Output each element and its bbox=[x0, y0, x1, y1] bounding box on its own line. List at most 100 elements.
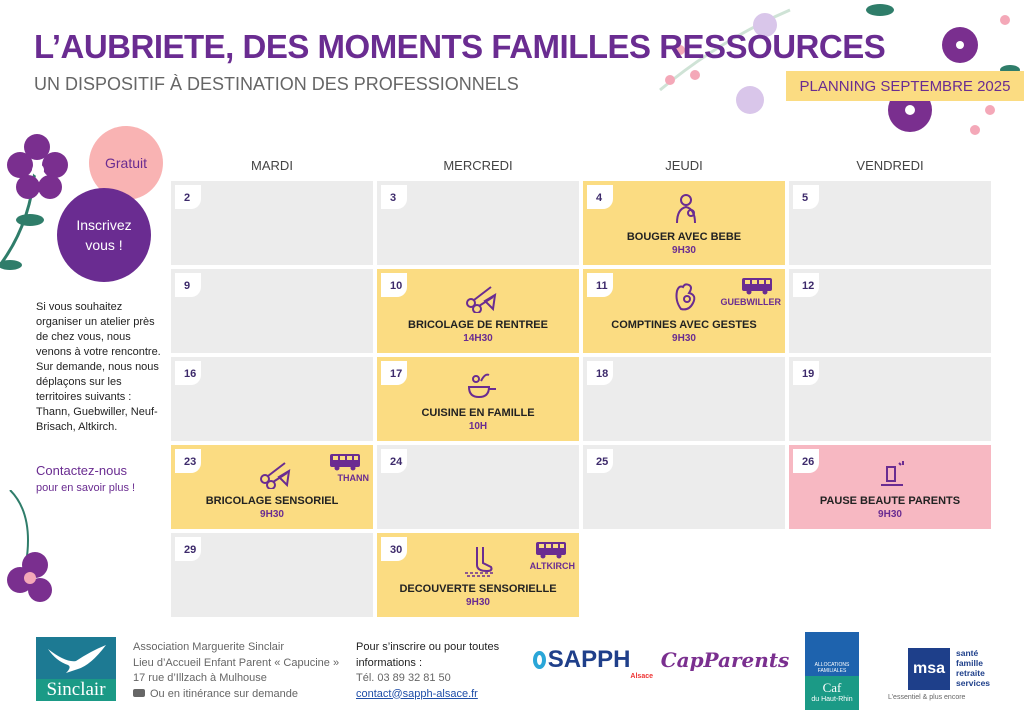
calendar-day-17: 17 CUISINE EN FAMILLE 10H bbox=[377, 357, 579, 441]
sinclair-logo: Sinclair bbox=[36, 637, 116, 701]
msa-line: famille bbox=[956, 658, 983, 668]
caf-logo: ALLOCATIONS FAMILIALES Caf du Haut-Rhin bbox=[805, 632, 859, 710]
msa-line: services bbox=[956, 678, 991, 688]
msa-tagline: L’essentiel & plus encore bbox=[888, 694, 966, 701]
event-time: 10H bbox=[468, 421, 488, 432]
day-number: 26 bbox=[793, 449, 819, 473]
calendar-day-12: 12 bbox=[789, 269, 991, 353]
free-badge: Gratuit bbox=[89, 126, 163, 200]
day-number: 23 bbox=[175, 449, 201, 473]
day-number: 11 bbox=[587, 273, 613, 297]
event-time: 9H30 bbox=[672, 333, 696, 344]
caf-text: Caf bbox=[822, 680, 842, 695]
address-line: Association Marguerite Sinclair bbox=[133, 641, 285, 653]
calendar-day-18: 18 bbox=[583, 357, 785, 441]
address-line: Ou en itinérance sur demande bbox=[150, 687, 298, 700]
bird-icon bbox=[48, 645, 106, 673]
event-time: 9H30 bbox=[672, 245, 696, 256]
event-time: 9H30 bbox=[878, 509, 902, 520]
calendar-day-19: 19 bbox=[789, 357, 991, 441]
contact-heading: Contactez-nous bbox=[36, 463, 128, 478]
flower-decoration-bottom-left bbox=[7, 490, 52, 602]
day-number: 9 bbox=[175, 273, 201, 297]
page-subtitle: UN DISPOSITIF À DESTINATION DES PROFESSI… bbox=[34, 74, 519, 94]
event-title: BRICOLAGE DE RENTREE bbox=[408, 319, 548, 331]
calendar-day-9: 9 bbox=[171, 269, 373, 353]
scissors-craft-icon bbox=[260, 462, 291, 489]
day-header-tuesday: MARDI bbox=[251, 158, 293, 173]
calendar-day-5: 5 bbox=[789, 181, 991, 265]
calendar-day-11: 11 COMPTINES AVEC GESTES 9H30 GUEBWILLER bbox=[583, 269, 785, 353]
sapph-logo: SAPPH Alsace bbox=[533, 640, 653, 680]
register-badge: Inscrivez vous ! bbox=[57, 188, 151, 282]
calendar-day-16: 16 bbox=[171, 357, 373, 441]
day-header-friday: VENDREDI bbox=[856, 158, 924, 173]
day-number: 12 bbox=[793, 273, 819, 297]
calendar-day-29: 29 bbox=[171, 533, 373, 617]
calendar-day-3: 3 bbox=[377, 181, 579, 265]
page-title: L’AUBRIETE, DES MOMENTS FAMILLES RESSOUR… bbox=[34, 28, 886, 65]
day-number: 18 bbox=[587, 361, 613, 385]
planning-banner: PLANNING SEPTEMBRE 2025 bbox=[786, 71, 1024, 101]
calendar-day-30: 30 DECOUVERTE SENSORIELLE 9H30 ALTKIRCH bbox=[377, 533, 579, 617]
event-title: CUISINE EN FAMILLE bbox=[421, 407, 535, 419]
flower-decoration-left bbox=[0, 134, 68, 270]
event-title: DECOUVERTE SENSORIELLE bbox=[399, 583, 557, 595]
calendar-day-10: 10 BRICOLAGE DE RENTREE 14H30 bbox=[377, 269, 579, 353]
day-number: 25 bbox=[587, 449, 613, 473]
event-time: 14H30 bbox=[463, 333, 493, 344]
day-header-wednesday: MERCREDI bbox=[443, 158, 513, 173]
calendar-day-23: 23 BRICOLAGE SENSORIEL 9H30 THANN bbox=[171, 445, 373, 529]
day-header-thursday: JEUDI bbox=[665, 158, 703, 173]
register-label: Inscrivez vous ! bbox=[76, 217, 132, 253]
address-line: Lieu d’Accueil Enfant Parent « Capucine … bbox=[133, 656, 340, 669]
email-link[interactable]: contact@sapph-alsace.fr bbox=[356, 687, 478, 700]
event-title: BOUGER AVEC BEBE bbox=[626, 231, 742, 243]
day-number: 19 bbox=[793, 361, 819, 385]
hand-gesture-icon bbox=[675, 283, 696, 311]
event-time: 9H30 bbox=[260, 509, 284, 520]
day-number: 30 bbox=[381, 537, 407, 561]
event-title: PAUSE BEAUTE PARENTS bbox=[819, 495, 961, 507]
msa-line: retraite bbox=[956, 668, 985, 678]
sapph-logo-text: SAPPH bbox=[547, 646, 631, 673]
event-title: COMPTINES AVEC GESTES bbox=[611, 319, 757, 331]
day-number: 29 bbox=[175, 537, 201, 561]
contact-title: Pour s’inscrire ou pour toutes informati… bbox=[356, 641, 500, 669]
calendar-day-26: 26 PAUSE BEAUTE PARENTS 9H30 bbox=[789, 445, 991, 529]
cooking-pan-icon bbox=[467, 373, 496, 399]
event-location: ALTKIRCH bbox=[529, 561, 575, 571]
calendar-day-25: 25 bbox=[583, 445, 785, 529]
address-line: 17 rue d’Illzach à Mulhouse bbox=[133, 672, 267, 684]
day-number: 5 bbox=[793, 185, 819, 209]
day-number: 10 bbox=[381, 273, 407, 297]
event-time: 9H30 bbox=[466, 597, 490, 608]
mother-baby-icon bbox=[676, 194, 696, 224]
event-location: GUEBWILLER bbox=[720, 297, 782, 307]
contact-subtext: pour en savoir plus ! bbox=[36, 482, 136, 494]
day-number: 3 bbox=[381, 185, 407, 209]
caf-top: ALLOCATIONS FAMILIALES bbox=[814, 662, 850, 674]
event-title: BRICOLAGE SENSORIEL bbox=[205, 495, 339, 507]
bus-icon bbox=[536, 542, 566, 559]
capparents-logo: CapParents bbox=[660, 648, 790, 672]
beauty-icon bbox=[881, 461, 904, 486]
msa-mark: msa bbox=[908, 648, 950, 690]
foot-sensory-icon bbox=[465, 547, 495, 577]
day-number: 17 bbox=[381, 361, 407, 385]
day-number: 2 bbox=[175, 185, 201, 209]
bus-icon bbox=[742, 278, 772, 295]
side-info-text: Si vous souhaitez organiser un atelier p… bbox=[36, 301, 161, 433]
sapph-logo-sub: Alsace bbox=[630, 673, 653, 680]
calendar-day-2: 2 bbox=[171, 181, 373, 265]
phone: Tél. 03 89 32 81 50 bbox=[356, 672, 451, 684]
msa-line: santé bbox=[956, 648, 979, 658]
day-number: 16 bbox=[175, 361, 201, 385]
scissors-craft-icon bbox=[466, 286, 497, 313]
caf-sub: du Haut-Rhin bbox=[811, 696, 853, 703]
contact-block: Pour s’inscrire ou pour toutes informati… bbox=[356, 640, 516, 702]
event-location: THANN bbox=[337, 473, 370, 483]
bus-icon bbox=[133, 688, 145, 697]
msa-logo: msa santé famille retraite services L’es… bbox=[888, 648, 998, 708]
calendar-day-4: 4 BOUGER AVEC BEBE 9H30 bbox=[583, 181, 785, 265]
